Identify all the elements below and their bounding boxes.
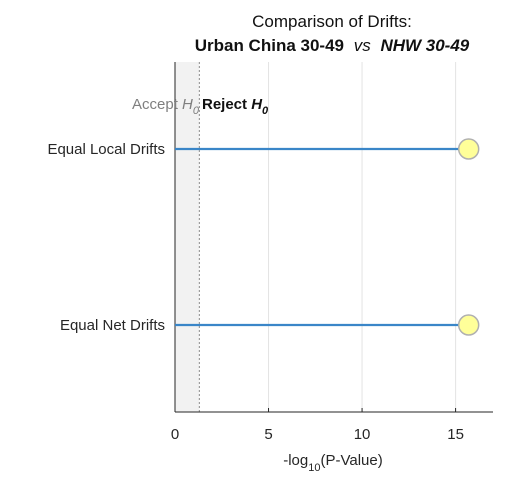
x-tick-label: 5 bbox=[264, 426, 272, 443]
accept-region-shade bbox=[175, 62, 200, 412]
category-label: Equal Local Drifts bbox=[47, 141, 165, 158]
accept-region-label: Accept H0 bbox=[132, 96, 200, 117]
x-axis-label: -log10(P-Value) bbox=[283, 452, 383, 474]
data-point-marker bbox=[457, 138, 480, 160]
markers-layer bbox=[457, 138, 480, 336]
data-point-marker bbox=[457, 314, 480, 336]
axes-layer bbox=[174, 62, 493, 413]
title-group1: Urban China 30-49 bbox=[195, 36, 344, 55]
accept-region-layer bbox=[175, 62, 200, 412]
title-group2: NHW 30-49 bbox=[380, 36, 469, 55]
x-tick-label: 15 bbox=[447, 426, 464, 443]
category-label: Equal Net Drifts bbox=[60, 317, 165, 334]
x-tick-label: 10 bbox=[354, 426, 371, 443]
stems-layer bbox=[175, 147, 469, 327]
x-tick-label: 0 bbox=[171, 426, 179, 443]
chart-title-line1: Comparison of Drifts: bbox=[252, 12, 412, 31]
reject-region-label: Reject H0 bbox=[202, 96, 269, 117]
grid-layer bbox=[268, 62, 457, 412]
title-vs: vs bbox=[354, 36, 372, 55]
chart-title-line2: Urban China 30-49 vs NHW 30-49 bbox=[195, 36, 470, 55]
category-labels-layer: Equal Local Drifts Equal Net Drifts bbox=[47, 141, 165, 334]
tick-labels-layer: 0 5 10 15 bbox=[171, 426, 464, 443]
